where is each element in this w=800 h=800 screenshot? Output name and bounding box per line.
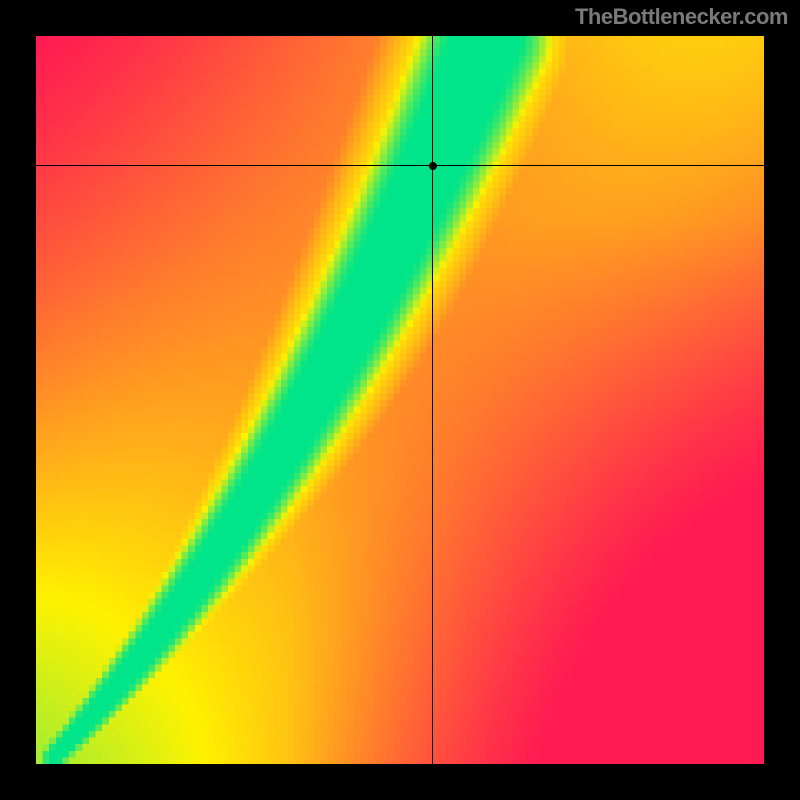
crosshair-marker (429, 162, 437, 170)
crosshair-vertical (432, 36, 433, 764)
figure-root: TheBottlenecker.com (0, 0, 800, 800)
heatmap-canvas (36, 36, 764, 764)
plot-area (36, 36, 764, 764)
watermark-text: TheBottlenecker.com (575, 4, 788, 30)
crosshair-horizontal (36, 165, 764, 166)
